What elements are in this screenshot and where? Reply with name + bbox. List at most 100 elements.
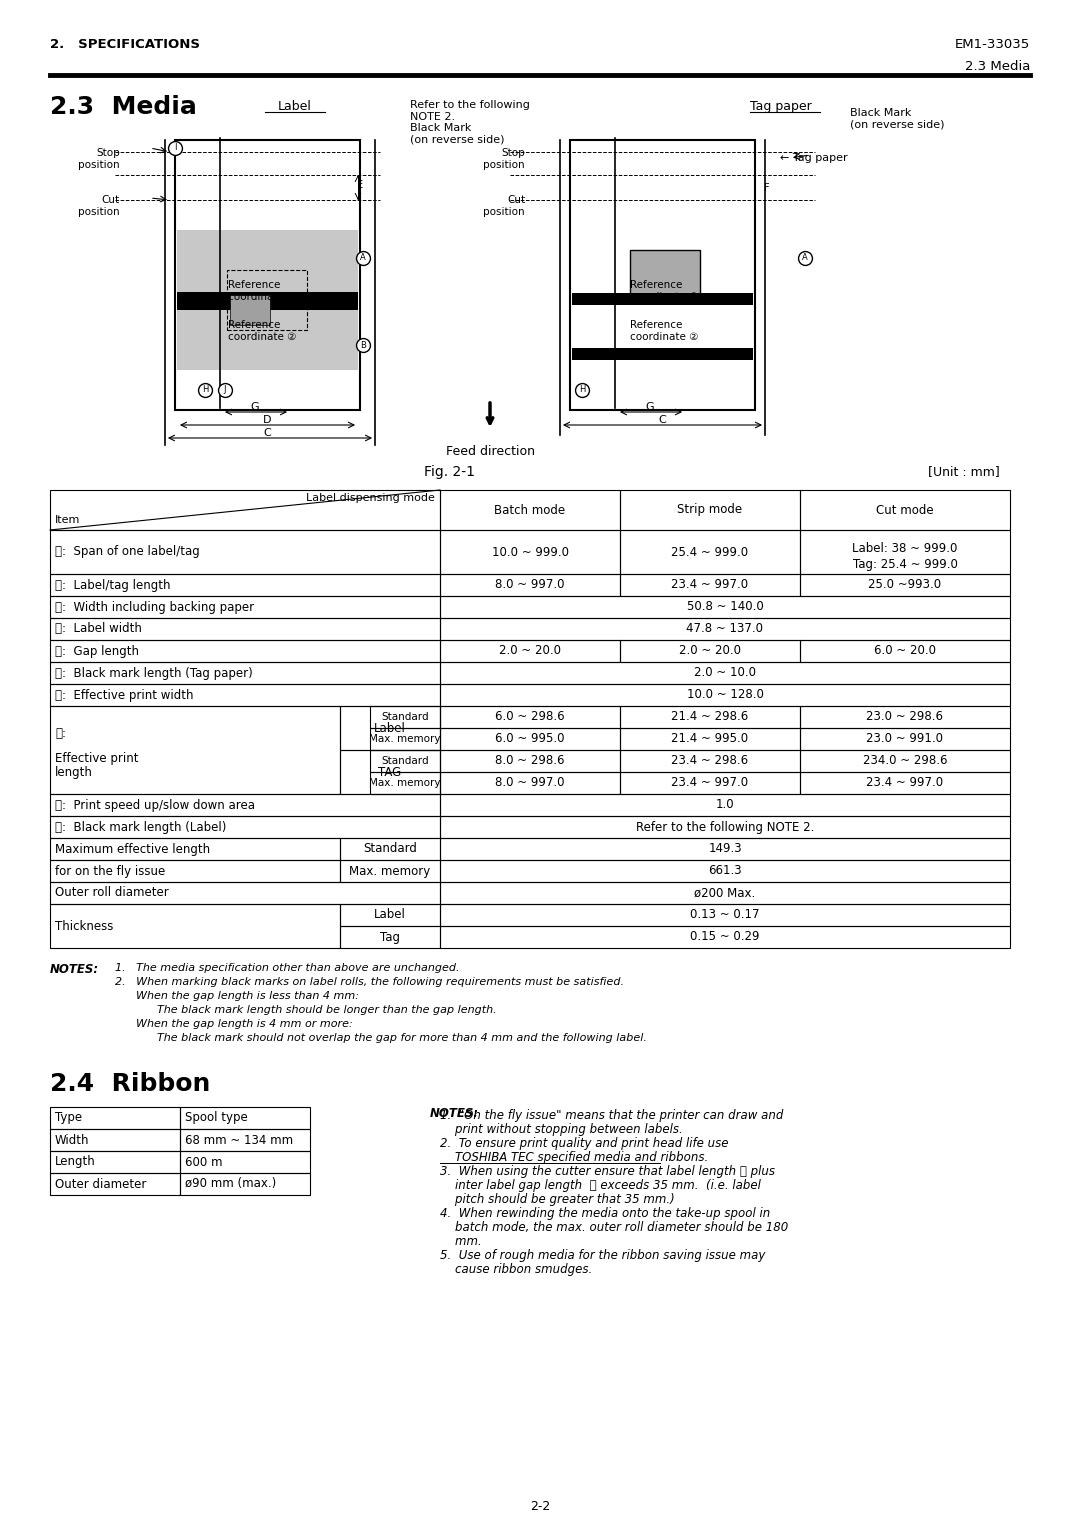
Text: A: A — [360, 253, 366, 262]
Bar — [50, 640, 440, 662]
Text: 21.4 ~ 298.6: 21.4 ~ 298.6 — [672, 711, 748, 723]
Text: 149.3: 149.3 — [708, 842, 742, 856]
Bar — [50, 860, 340, 881]
Bar — [50, 490, 440, 531]
Text: Black Mark
(on reverse side): Black Mark (on reverse side) — [850, 108, 945, 130]
Bar — [340, 926, 440, 949]
Text: 4.  When rewinding the media onto the take-up spool in: 4. When rewinding the media onto the tak… — [440, 1206, 770, 1220]
Bar — [630, 250, 700, 300]
Text: Ⓕ:  Black mark length (Tag paper): Ⓕ: Black mark length (Tag paper) — [55, 666, 253, 680]
Text: Ⓗ:: Ⓗ: — [55, 727, 66, 740]
Bar — [572, 293, 753, 305]
Bar — [800, 573, 1010, 596]
Text: Max. memory: Max. memory — [369, 734, 441, 744]
Text: 6.0 ~ 298.6: 6.0 ~ 298.6 — [496, 711, 565, 723]
Text: NOTES:: NOTES: — [50, 962, 99, 976]
Text: ← Tag paper: ← Tag paper — [780, 152, 848, 163]
Text: Batch mode: Batch mode — [495, 503, 566, 517]
Text: [Unit : mm]: [Unit : mm] — [928, 465, 1000, 477]
Text: 2-2: 2-2 — [530, 1501, 550, 1513]
Bar — [50, 596, 440, 618]
Text: Ⓒ:  Width including backing paper: Ⓒ: Width including backing paper — [55, 601, 254, 613]
Text: 23.4 ~ 298.6: 23.4 ~ 298.6 — [672, 755, 748, 767]
Bar — [440, 772, 620, 795]
Text: 1.  "On the fly issue" means that the printer can draw and: 1. "On the fly issue" means that the pri… — [440, 1109, 783, 1122]
Text: Type: Type — [55, 1112, 82, 1124]
Bar — [50, 839, 340, 860]
Bar — [50, 1128, 180, 1151]
Text: Ⓔ:  Gap length: Ⓔ: Gap length — [55, 645, 139, 657]
Text: 8.0 ~ 298.6: 8.0 ~ 298.6 — [496, 755, 565, 767]
Text: Refer to the following NOTE 2.: Refer to the following NOTE 2. — [636, 820, 814, 834]
Bar — [370, 750, 440, 772]
Text: 25.0 ~993.0: 25.0 ~993.0 — [868, 578, 942, 592]
Text: 23.0 ~ 298.6: 23.0 ~ 298.6 — [866, 711, 944, 723]
Text: D: D — [262, 415, 271, 425]
Text: mm.: mm. — [440, 1235, 482, 1247]
Text: 3.  When using the cutter ensure that label length Ⓑ plus: 3. When using the cutter ensure that lab… — [440, 1165, 775, 1177]
Text: J: J — [224, 386, 226, 395]
Bar — [440, 596, 1010, 618]
Bar — [175, 140, 360, 410]
Text: 0.13 ~ 0.17: 0.13 ~ 0.17 — [690, 909, 759, 921]
Text: NOTES:: NOTES: — [430, 1107, 480, 1119]
Text: E: E — [356, 180, 363, 191]
Text: 2.3 Media: 2.3 Media — [964, 59, 1030, 73]
Bar — [440, 881, 1010, 904]
Text: Label dispensing mode: Label dispensing mode — [306, 493, 435, 503]
Text: 10.0 ~ 999.0: 10.0 ~ 999.0 — [491, 546, 568, 558]
Text: inter label gap length  Ⓔ exceeds 35 mm.  (i.e. label: inter label gap length Ⓔ exceeds 35 mm. … — [440, 1179, 761, 1193]
Bar — [620, 750, 800, 772]
Text: Cut
position: Cut position — [79, 195, 120, 217]
Bar — [340, 860, 440, 881]
Bar — [620, 727, 800, 750]
Bar — [50, 1107, 180, 1128]
Text: Ⓖ:  Effective print width: Ⓖ: Effective print width — [55, 688, 193, 702]
Bar — [620, 573, 800, 596]
Text: Ⓙ:  Black mark length (Label): Ⓙ: Black mark length (Label) — [55, 820, 227, 834]
Text: ø90 mm (max.): ø90 mm (max.) — [185, 1177, 276, 1191]
Text: ø200 Max.: ø200 Max. — [694, 886, 756, 900]
Text: Effective print: Effective print — [55, 752, 138, 766]
Bar — [440, 727, 620, 750]
Bar — [50, 816, 440, 839]
Bar — [440, 685, 1010, 706]
Bar — [370, 727, 440, 750]
Text: 23.0 ~ 991.0: 23.0 ~ 991.0 — [866, 732, 944, 746]
Text: 2.   When marking black marks on label rolls, the following requirements must be: 2. When marking black marks on label rol… — [114, 978, 624, 987]
Bar — [177, 230, 357, 371]
Text: 68 mm ~ 134 mm: 68 mm ~ 134 mm — [185, 1133, 293, 1147]
Bar — [50, 795, 440, 816]
Bar — [620, 706, 800, 727]
Text: Cut
position: Cut position — [484, 195, 525, 217]
Text: 6.0 ~ 20.0: 6.0 ~ 20.0 — [874, 645, 936, 657]
Bar — [50, 1173, 180, 1196]
Bar — [50, 881, 440, 904]
Bar — [800, 640, 1010, 662]
Text: 23.4 ~ 997.0: 23.4 ~ 997.0 — [672, 776, 748, 790]
Text: 1.0: 1.0 — [716, 799, 734, 811]
Text: Ⓓ:  Label width: Ⓓ: Label width — [55, 622, 141, 636]
Text: Max. memory: Max. memory — [369, 778, 441, 788]
Text: pitch should be greater that 35 mm.): pitch should be greater that 35 mm.) — [440, 1193, 675, 1206]
Bar — [620, 640, 800, 662]
Text: Label: Label — [374, 721, 406, 735]
Text: Standard: Standard — [381, 756, 429, 766]
Bar — [440, 926, 1010, 949]
Text: print without stopping between labels.: print without stopping between labels. — [440, 1122, 683, 1136]
Text: Width: Width — [55, 1133, 90, 1147]
Text: Max. memory: Max. memory — [349, 865, 431, 877]
Bar — [50, 618, 440, 640]
Text: The black mark should not overlap the gap for more than 4 mm and the following l: The black mark should not overlap the ga… — [114, 1032, 647, 1043]
Bar — [440, 839, 1010, 860]
Bar — [440, 706, 620, 727]
Text: 2.4  Ribbon: 2.4 Ribbon — [50, 1072, 211, 1096]
Bar — [50, 1151, 180, 1173]
Bar — [800, 490, 1010, 531]
Bar — [440, 573, 620, 596]
Bar — [440, 490, 620, 531]
Text: H: H — [202, 386, 208, 395]
Bar — [340, 904, 440, 926]
Text: cause ribbon smudges.: cause ribbon smudges. — [440, 1263, 592, 1276]
Text: 661.3: 661.3 — [708, 865, 742, 877]
